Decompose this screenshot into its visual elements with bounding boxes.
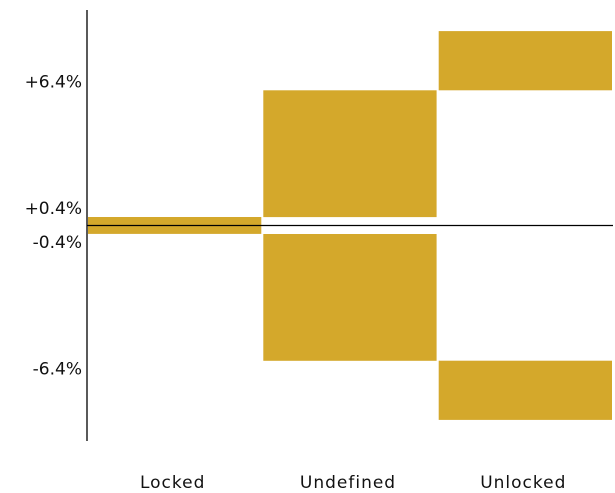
- y-tick-label-2: -0.4%: [33, 233, 82, 253]
- bar-unlocked-4: [438, 360, 612, 420]
- y-tick-label-1: +0.4%: [25, 199, 82, 219]
- y-tick-label-0: +6.4%: [25, 72, 82, 92]
- bar-unlocked-3: [438, 31, 612, 91]
- category-label-unlocked: Unlocked: [480, 473, 566, 493]
- y-tick-label-3: -6.4%: [33, 360, 82, 380]
- bars-group: [88, 31, 612, 420]
- bar-undefined-1: [263, 90, 437, 218]
- category-labels: Locked Undefined Unlocked: [140, 473, 566, 493]
- category-label-undefined: Undefined: [300, 473, 396, 493]
- bar-undefined-2: [263, 234, 437, 361]
- y-tick-labels: +6.4% +0.4% -0.4% -6.4%: [25, 72, 82, 379]
- category-label-locked: Locked: [140, 473, 205, 493]
